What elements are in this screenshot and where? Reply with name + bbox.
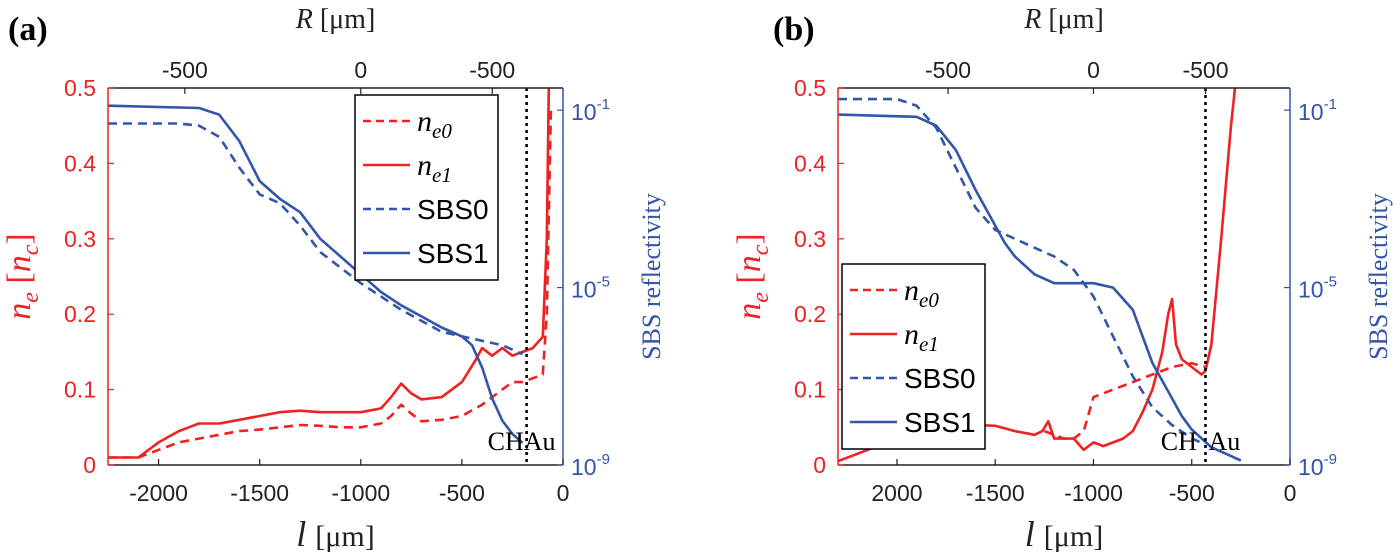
- y-left-tick-label: 0.1: [794, 377, 826, 403]
- y-left-tick-label: 0.3: [794, 226, 826, 252]
- y-left-tick-label: 0.4: [64, 150, 96, 176]
- series-sbs1: [838, 113, 1242, 462]
- legend-box: [841, 263, 986, 450]
- legend-label-ne0: ne0: [417, 105, 452, 143]
- plot-area: [108, 88, 553, 459]
- legend-label-ne1: ne1: [904, 318, 939, 356]
- x-tick-label: -2000: [129, 480, 188, 506]
- legend: ne0 ne1 SBS0 SBS1: [354, 94, 499, 281]
- x-tick-label: 0: [1284, 480, 1297, 506]
- y-left-tick-label: 0: [813, 452, 826, 478]
- y-left-tick-label: 0.2: [64, 301, 96, 327]
- y-left-tick-label: 0.4: [794, 150, 826, 176]
- y-right-tick-label: 10-1: [1298, 96, 1337, 125]
- y-right-tick-label: 10-5: [571, 274, 610, 303]
- top-tick-label: -500: [162, 57, 208, 83]
- top-tick-label: -500: [469, 57, 515, 83]
- top-tick-label: 0: [1087, 57, 1100, 83]
- y-left-tick-label: 0.5: [794, 75, 826, 101]
- legend: ne0 ne1 SBS0 SBS1: [841, 263, 986, 450]
- x-axis-label: l [μm]: [296, 514, 374, 552]
- interface-label: CHAu: [488, 427, 556, 456]
- x-tick-label: -500: [1169, 480, 1215, 506]
- legend-label-sbs1: SBS1: [417, 238, 489, 269]
- y-left-tick-label: 0: [83, 452, 96, 478]
- x-tick-label: -500: [439, 480, 485, 506]
- x-axis-label: l [μm]: [1025, 514, 1103, 552]
- panel-label: (a): [8, 11, 48, 48]
- y-left-axis-label: ne [nc]: [1, 233, 44, 319]
- panel-a: -2000 -1500 -1000 -500 0 -500 0 -500 0 0.1 0.2 0.3 0…: [1, 4, 666, 552]
- legend-label-sbs0: SBS0: [904, 363, 976, 394]
- y-right-axis-label: SBS reflectivity: [1364, 193, 1393, 360]
- y-right-tick-label: 10-9: [571, 451, 610, 480]
- panel-label: (b): [773, 11, 815, 48]
- legend-label-ne0: ne0: [904, 274, 939, 312]
- interface-label: CH Au: [1161, 427, 1240, 456]
- top-tick-label: 0: [354, 57, 367, 83]
- series-ne0: [108, 110, 553, 459]
- x-tick-label: 2000: [871, 480, 922, 506]
- x-tick-label: -1500: [230, 480, 289, 506]
- y-right-tick-label: 10-1: [571, 96, 610, 125]
- y-right-tick-label: 10-5: [1298, 274, 1337, 303]
- top-axis-label: R [μm]: [295, 4, 376, 35]
- legend-label-ne1: ne1: [417, 149, 452, 187]
- top-tick-label: -500: [925, 57, 971, 83]
- x-tick-label: -1000: [1064, 480, 1123, 506]
- panel-b: 2000 -1500 -1000 -500 0 -500 0 -500 0 0.1 0.2 0.3 0.…: [731, 4, 1393, 552]
- y-left-tick-label: 0.5: [64, 75, 96, 101]
- legend-label-sbs0: SBS0: [417, 194, 489, 225]
- y-right-axis-label: SBS reflectivity: [637, 193, 666, 360]
- x-tick-label: 0: [557, 480, 570, 506]
- top-axis-label: R [μm]: [1023, 4, 1104, 35]
- series-sbs1: [108, 104, 524, 444]
- legend-box: [354, 94, 499, 281]
- y-left-tick-label: 0.2: [794, 301, 826, 327]
- legend-label-sbs1: SBS1: [904, 407, 976, 438]
- series-ne1: [108, 88, 551, 459]
- x-tick-label: -1500: [966, 480, 1025, 506]
- y-right-tick-label: 10-9: [1298, 451, 1337, 480]
- x-tick-label: -1000: [331, 480, 390, 506]
- y-left-tick-label: 0.1: [64, 377, 96, 403]
- top-tick-label: -500: [1182, 57, 1228, 83]
- y-left-axis-label: ne [nc]: [731, 233, 774, 319]
- y-left-tick-label: 0.3: [64, 226, 96, 252]
